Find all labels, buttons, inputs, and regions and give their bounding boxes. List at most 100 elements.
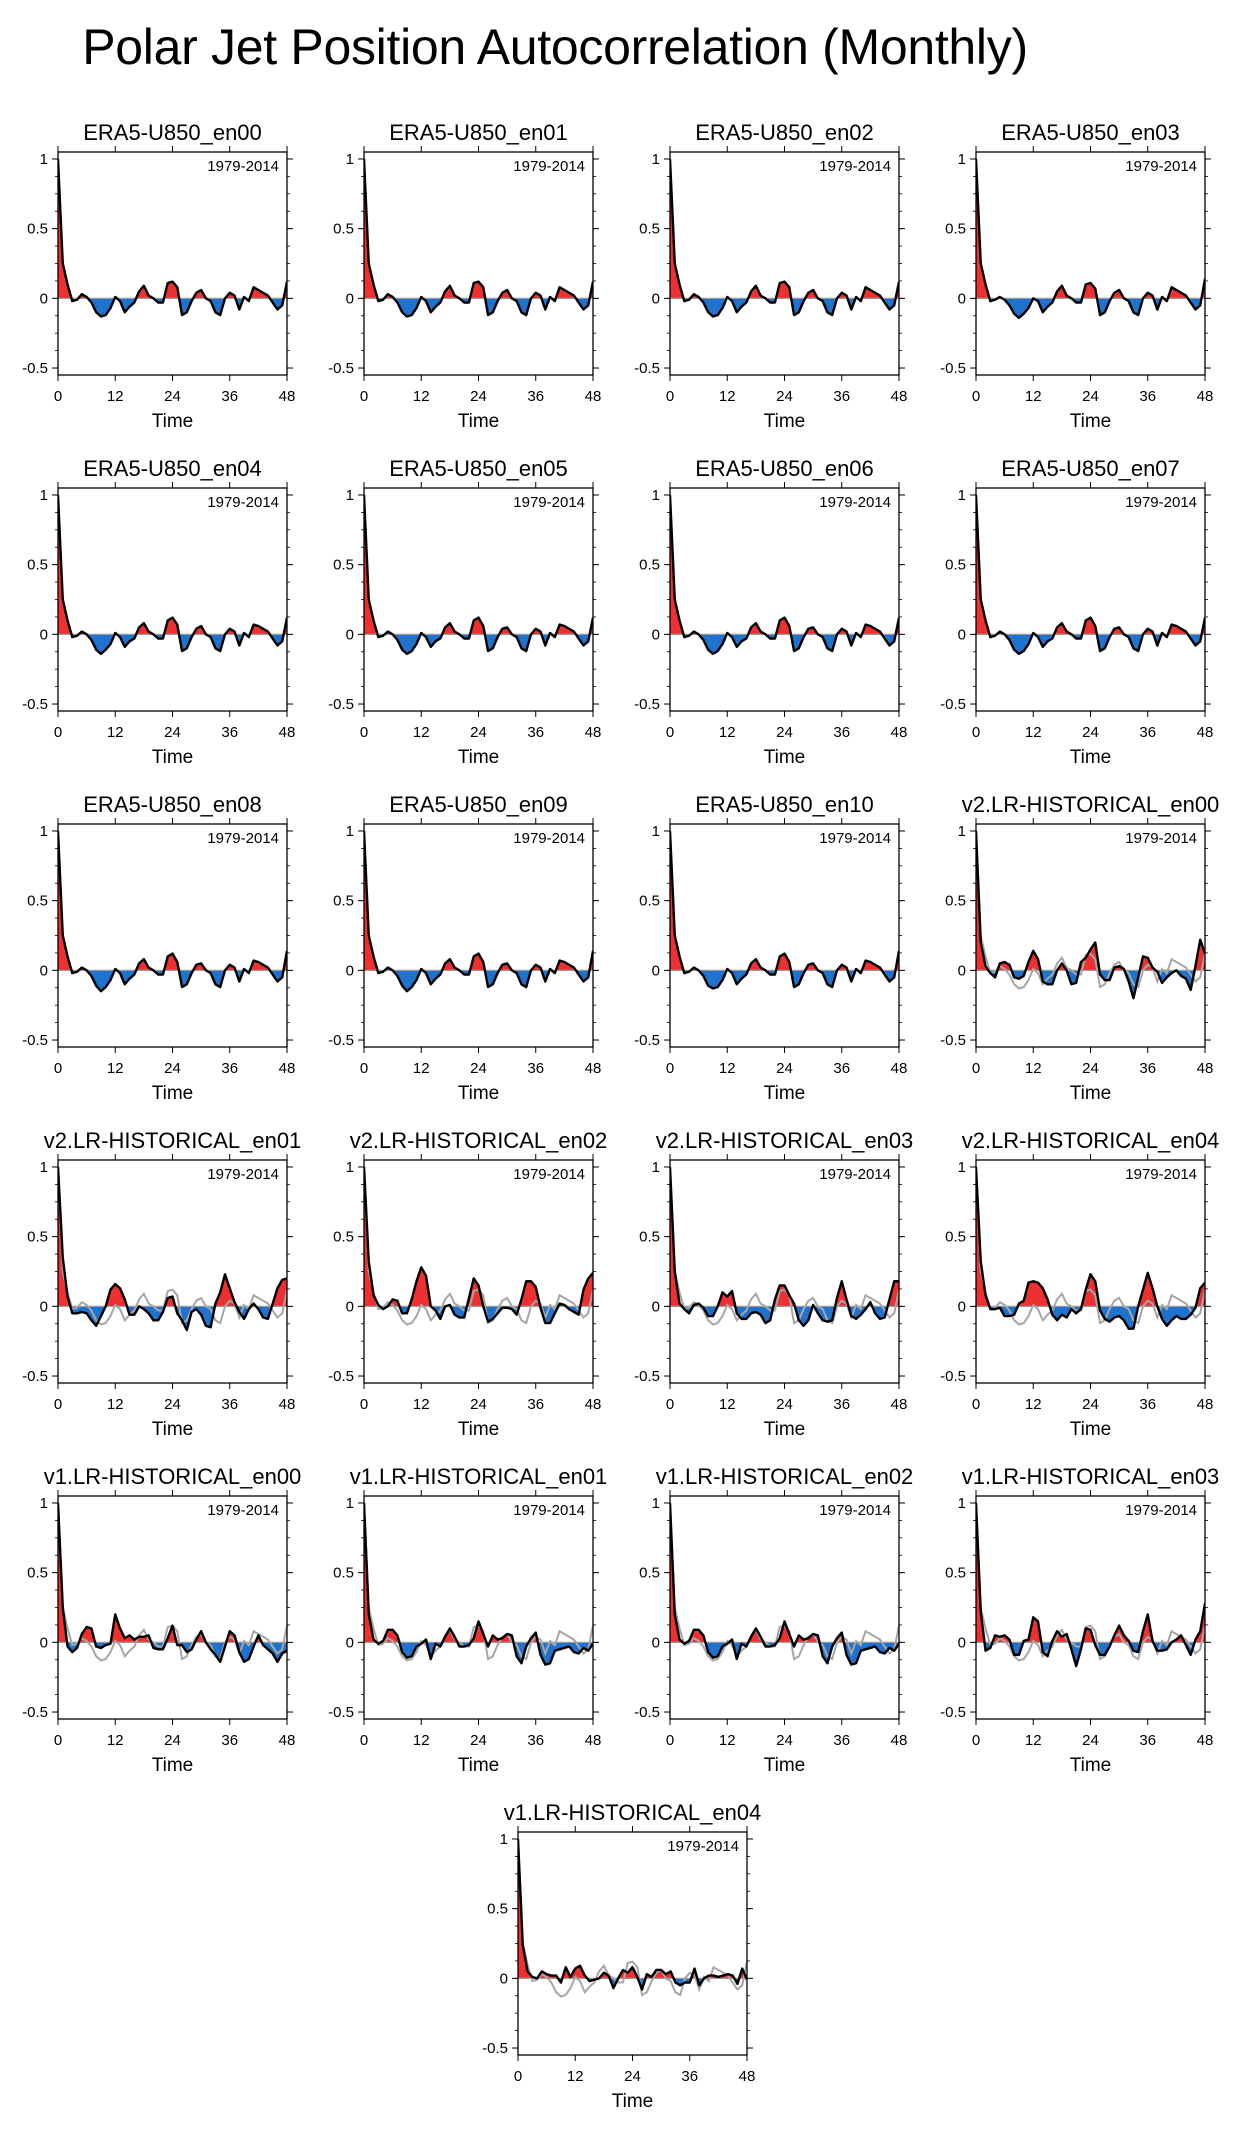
x-tick-label: 12 (719, 1060, 736, 1077)
series-line (58, 830, 287, 993)
y-tick-label: -0.5 (328, 1704, 354, 1721)
plot-frame (57, 1495, 288, 1720)
x-tick-label: 36 (1139, 1060, 1156, 1077)
x-axis-label: Time (152, 411, 194, 432)
panel: v1.LR-HISTORICAL_en00 -0.5 0 0.5 1 0 12 24 36 48 T… (22, 1464, 301, 1776)
panel-title: v2.LR-HISTORICAL_en04 (962, 1128, 1220, 1153)
y-tick-label: -0.5 (328, 1032, 354, 1049)
series-line (364, 830, 593, 993)
panel: ERA5-U850_en03 -0.5 0 0.5 1 0 12 24 36 48 Time 1979… (940, 120, 1213, 432)
x-tick-label: 12 (413, 388, 430, 405)
negative-fill (364, 1642, 593, 1665)
panel: ERA5-U850_en06 -0.5 0 0.5 1 0 12 24 36 48 Time 1979… (634, 456, 907, 768)
plot-frame (669, 823, 900, 1048)
panel: ERA5-U850_en05 -0.5 0 0.5 1 0 12 24 36 48 Time 1979… (328, 456, 601, 768)
x-tick-label: 48 (739, 2068, 756, 2085)
x-tick-label: 36 (1139, 1732, 1156, 1749)
plot-frame (57, 487, 288, 712)
x-tick-label: 24 (1082, 388, 1099, 405)
x-tick-label: 36 (527, 724, 544, 741)
x-tick-label: 12 (719, 1396, 736, 1413)
positive-fill (670, 1166, 899, 1307)
panel: ERA5-U850_en02 -0.5 0 0.5 1 0 12 24 36 48 Time 1979… (634, 120, 907, 432)
period-label: 1979-2014 (667, 1838, 739, 1855)
period-label: 1979-2014 (513, 830, 585, 847)
negative-fill (58, 634, 287, 654)
y-tick-label: 0.5 (945, 893, 966, 910)
x-tick-label: 36 (833, 1060, 850, 1077)
x-tick-label: 24 (470, 1396, 487, 1413)
panel-title: ERA5-U850_en01 (389, 120, 568, 145)
panel-title: v2.LR-HISTORICAL_en01 (44, 1128, 302, 1153)
x-tick-label: 0 (54, 724, 62, 741)
x-tick-label: 12 (719, 1732, 736, 1749)
y-tick-label: 0 (346, 626, 354, 643)
negative-fill (976, 970, 1205, 999)
y-tick-label: 0 (40, 290, 48, 307)
x-tick-label: 12 (107, 1732, 124, 1749)
x-tick-label: 24 (164, 388, 181, 405)
y-tick-label: -0.5 (22, 1032, 48, 1049)
y-tick-label: 0.5 (639, 1229, 660, 1246)
panel-title: v1.LR-HISTORICAL_en04 (504, 1800, 762, 1825)
period-label: 1979-2014 (819, 158, 891, 175)
plot-frame (363, 1159, 594, 1384)
x-tick-label: 48 (891, 1732, 908, 1749)
panel-title: ERA5-U850_en04 (83, 456, 262, 481)
x-tick-label: 48 (891, 1396, 908, 1413)
x-axis-label: Time (764, 747, 806, 768)
positive-fill (976, 158, 1205, 299)
series-line (670, 830, 899, 990)
x-tick-label: 24 (470, 1060, 487, 1077)
x-tick-label: 36 (221, 388, 238, 405)
x-axis-label: Time (764, 1083, 806, 1104)
panel: v1.LR-HISTORICAL_en01 -0.5 0 0.5 1 0 12 24 36 48 T… (328, 1464, 607, 1776)
x-tick-label: 0 (54, 1732, 62, 1749)
x-tick-label: 12 (1025, 724, 1042, 741)
x-tick-label: 0 (666, 1060, 674, 1077)
series-line (58, 1166, 287, 1332)
positive-fill (364, 1166, 593, 1307)
series-line (518, 1838, 747, 1991)
x-tick-label: 0 (666, 1396, 674, 1413)
x-tick-label: 36 (833, 1732, 850, 1749)
x-tick-label: 0 (972, 1732, 980, 1749)
series-line (364, 158, 593, 318)
x-tick-label: 36 (527, 1732, 544, 1749)
panel: ERA5-U850_en09 -0.5 0 0.5 1 0 12 24 36 48 Time 1979… (328, 792, 601, 1104)
x-tick-label: 0 (666, 1732, 674, 1749)
y-tick-label: 0.5 (333, 893, 354, 910)
x-axis-label: Time (458, 411, 500, 432)
panel: ERA5-U850_en00 -0.5 0 0.5 1 0 12 24 36 48 Time 1979… (22, 120, 295, 432)
y-tick-label: 0 (346, 290, 354, 307)
x-tick-label: 0 (54, 1396, 62, 1413)
x-tick-label: 24 (776, 1396, 793, 1413)
series-line (58, 1502, 287, 1664)
y-tick-label: 1 (652, 1159, 660, 1176)
x-tick-label: 48 (279, 724, 296, 741)
x-tick-label: 48 (279, 1732, 296, 1749)
panel: v1.LR-HISTORICAL_en03 -0.5 0 0.5 1 0 12 24 36 48 T… (940, 1464, 1219, 1776)
negative-fill (58, 1306, 287, 1331)
period-label: 1979-2014 (207, 1166, 279, 1183)
negative-fill (364, 634, 593, 654)
reference-line (976, 1502, 1205, 1662)
y-tick-label: -0.5 (328, 696, 354, 713)
x-tick-label: 36 (833, 724, 850, 741)
series-line (976, 1502, 1205, 1668)
x-tick-label: 48 (585, 1396, 602, 1413)
series-line (58, 158, 287, 318)
y-tick-label: -0.5 (940, 360, 966, 377)
y-tick-label: 0 (652, 290, 660, 307)
period-label: 1979-2014 (513, 1502, 585, 1519)
x-tick-label: 0 (360, 388, 368, 405)
period-label: 1979-2014 (207, 158, 279, 175)
y-tick-label: -0.5 (940, 1704, 966, 1721)
positive-fill (976, 1166, 1205, 1307)
positive-fill (58, 1502, 287, 1643)
series-line (364, 1502, 593, 1666)
y-tick-label: 0.5 (27, 221, 48, 238)
panel: ERA5-U850_en01 -0.5 0 0.5 1 0 12 24 36 48 Time 1979… (328, 120, 601, 432)
panel-title: ERA5-U850_en10 (695, 792, 874, 817)
y-tick-label: 1 (40, 487, 48, 504)
